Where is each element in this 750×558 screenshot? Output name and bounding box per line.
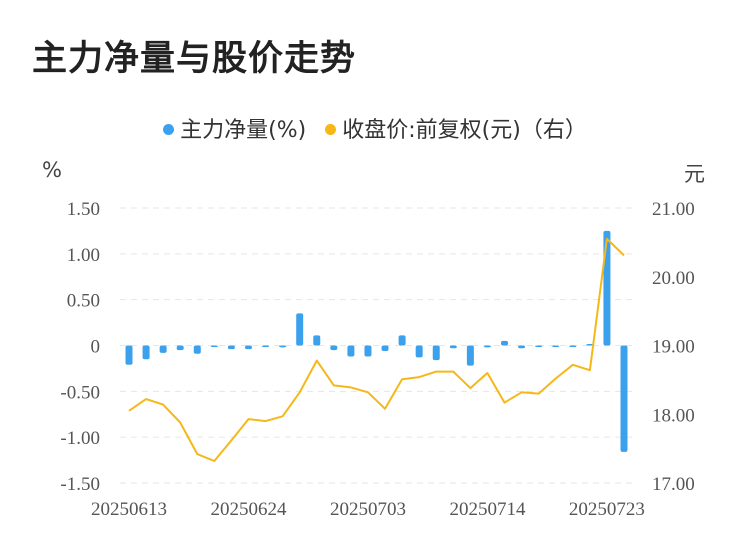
left-axis-tick-label: 0.50	[67, 291, 100, 312]
legend-dot-icon	[163, 123, 175, 135]
bar	[159, 345, 167, 353]
left-axis-tick-label: -0.50	[60, 382, 100, 403]
bar	[296, 313, 304, 346]
bar	[330, 345, 338, 351]
legend-label: 收盘价:前复权(元)（右）	[342, 118, 587, 143]
bar	[347, 345, 355, 357]
legend-item-net-volume[interactable]: 主力净量(%)	[163, 112, 306, 144]
x-axis-tick-label: 20250714	[449, 499, 526, 520]
bar	[586, 344, 594, 346]
bar	[415, 345, 423, 358]
bar	[432, 345, 440, 361]
bar	[176, 345, 184, 351]
x-axis-tick-label: 20250703	[330, 499, 406, 520]
right-axis-tick-label: 17.00	[652, 474, 695, 495]
bar	[501, 340, 509, 346]
bar	[244, 345, 252, 350]
legend: 主力净量(%) 收盘价:前复权(元)（右）	[0, 112, 750, 144]
x-axis-tick-label: 20250624	[210, 499, 287, 520]
bar	[466, 345, 474, 366]
legend-dot-icon	[325, 123, 337, 135]
bar	[518, 345, 526, 349]
left-axis-tick-label: 1.50	[67, 199, 100, 220]
right-axis-tick-label: 19.00	[652, 337, 695, 358]
right-axis-tick-label: 20.00	[652, 268, 695, 289]
price-line	[128, 237, 625, 462]
bar	[227, 345, 235, 350]
legend-label: 主力净量(%)	[180, 118, 307, 143]
bar	[262, 345, 270, 347]
left-axis-tick-label: 1.00	[67, 245, 100, 266]
bar	[279, 345, 287, 348]
left-axis-tick-label: 0	[91, 337, 101, 358]
left-axis-tick-label: -1.50	[60, 474, 100, 495]
bar	[210, 345, 218, 347]
x-axis-tick-label: 20250723	[569, 499, 645, 520]
right-axis-tick-label: 21.00	[652, 199, 695, 220]
bar	[313, 335, 321, 346]
bar	[398, 335, 406, 346]
bar	[381, 345, 389, 351]
x-axis-tick-label: 20250613	[91, 499, 167, 520]
right-axis-tick-label: 18.00	[652, 405, 695, 426]
bar	[603, 230, 611, 346]
bar	[535, 345, 543, 347]
bar	[569, 345, 577, 347]
left-axis-unit: %	[42, 158, 62, 182]
bar	[142, 345, 150, 360]
bar	[193, 345, 201, 354]
chart-title: 主力净量与股价走势	[32, 39, 357, 79]
bar	[620, 345, 628, 452]
bar	[552, 345, 560, 347]
legend-item-close-price[interactable]: 收盘价:前复权(元)（右）	[325, 112, 587, 144]
bar	[483, 345, 491, 348]
bar	[125, 345, 133, 365]
right-axis-unit: 元	[684, 162, 705, 186]
bar	[364, 345, 372, 357]
left-axis-tick-label: -1.00	[60, 428, 100, 449]
bar	[449, 345, 457, 349]
